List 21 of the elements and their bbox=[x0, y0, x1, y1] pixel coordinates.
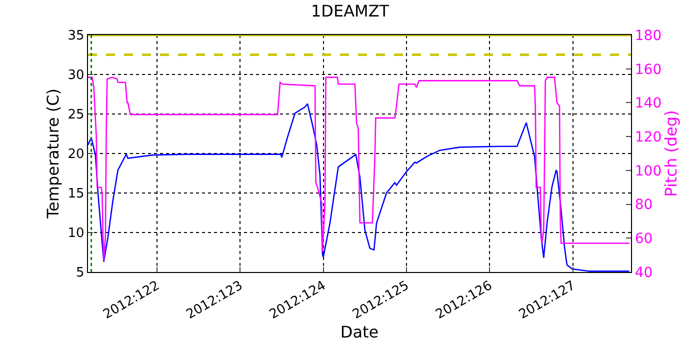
y2-tick-label: 160 bbox=[634, 62, 662, 78]
y2-tick-label: 80 bbox=[634, 197, 653, 214]
y2-tick-label: 140 bbox=[634, 96, 662, 112]
y2-tick-label: 60 bbox=[634, 231, 653, 248]
y-tick-label: 35 bbox=[68, 28, 84, 44]
y2-axis-title: Pitch (deg) bbox=[662, 110, 681, 197]
y-tick-label: 20 bbox=[68, 147, 84, 162]
y-tick-label: 30 bbox=[68, 68, 84, 84]
y-tick-label: 25 bbox=[68, 108, 84, 123]
y2-tick-label: 120 bbox=[634, 129, 662, 146]
y2-tick-label: 40 bbox=[634, 264, 653, 281]
y-tick-label: 5 bbox=[76, 266, 84, 281]
line-series bbox=[88, 76, 630, 261]
line-series bbox=[88, 103, 630, 272]
y-tick-label: 15 bbox=[68, 186, 84, 202]
x-axis-title: Date bbox=[340, 322, 379, 342]
y-axis-title: Temperature (C) bbox=[44, 88, 63, 220]
y2-tick-label: 180 bbox=[634, 28, 662, 44]
y-tick-label: 10 bbox=[68, 226, 84, 242]
y2-tick-label: 100 bbox=[634, 163, 662, 180]
chart-title: 1DEAMZT bbox=[310, 1, 390, 20]
